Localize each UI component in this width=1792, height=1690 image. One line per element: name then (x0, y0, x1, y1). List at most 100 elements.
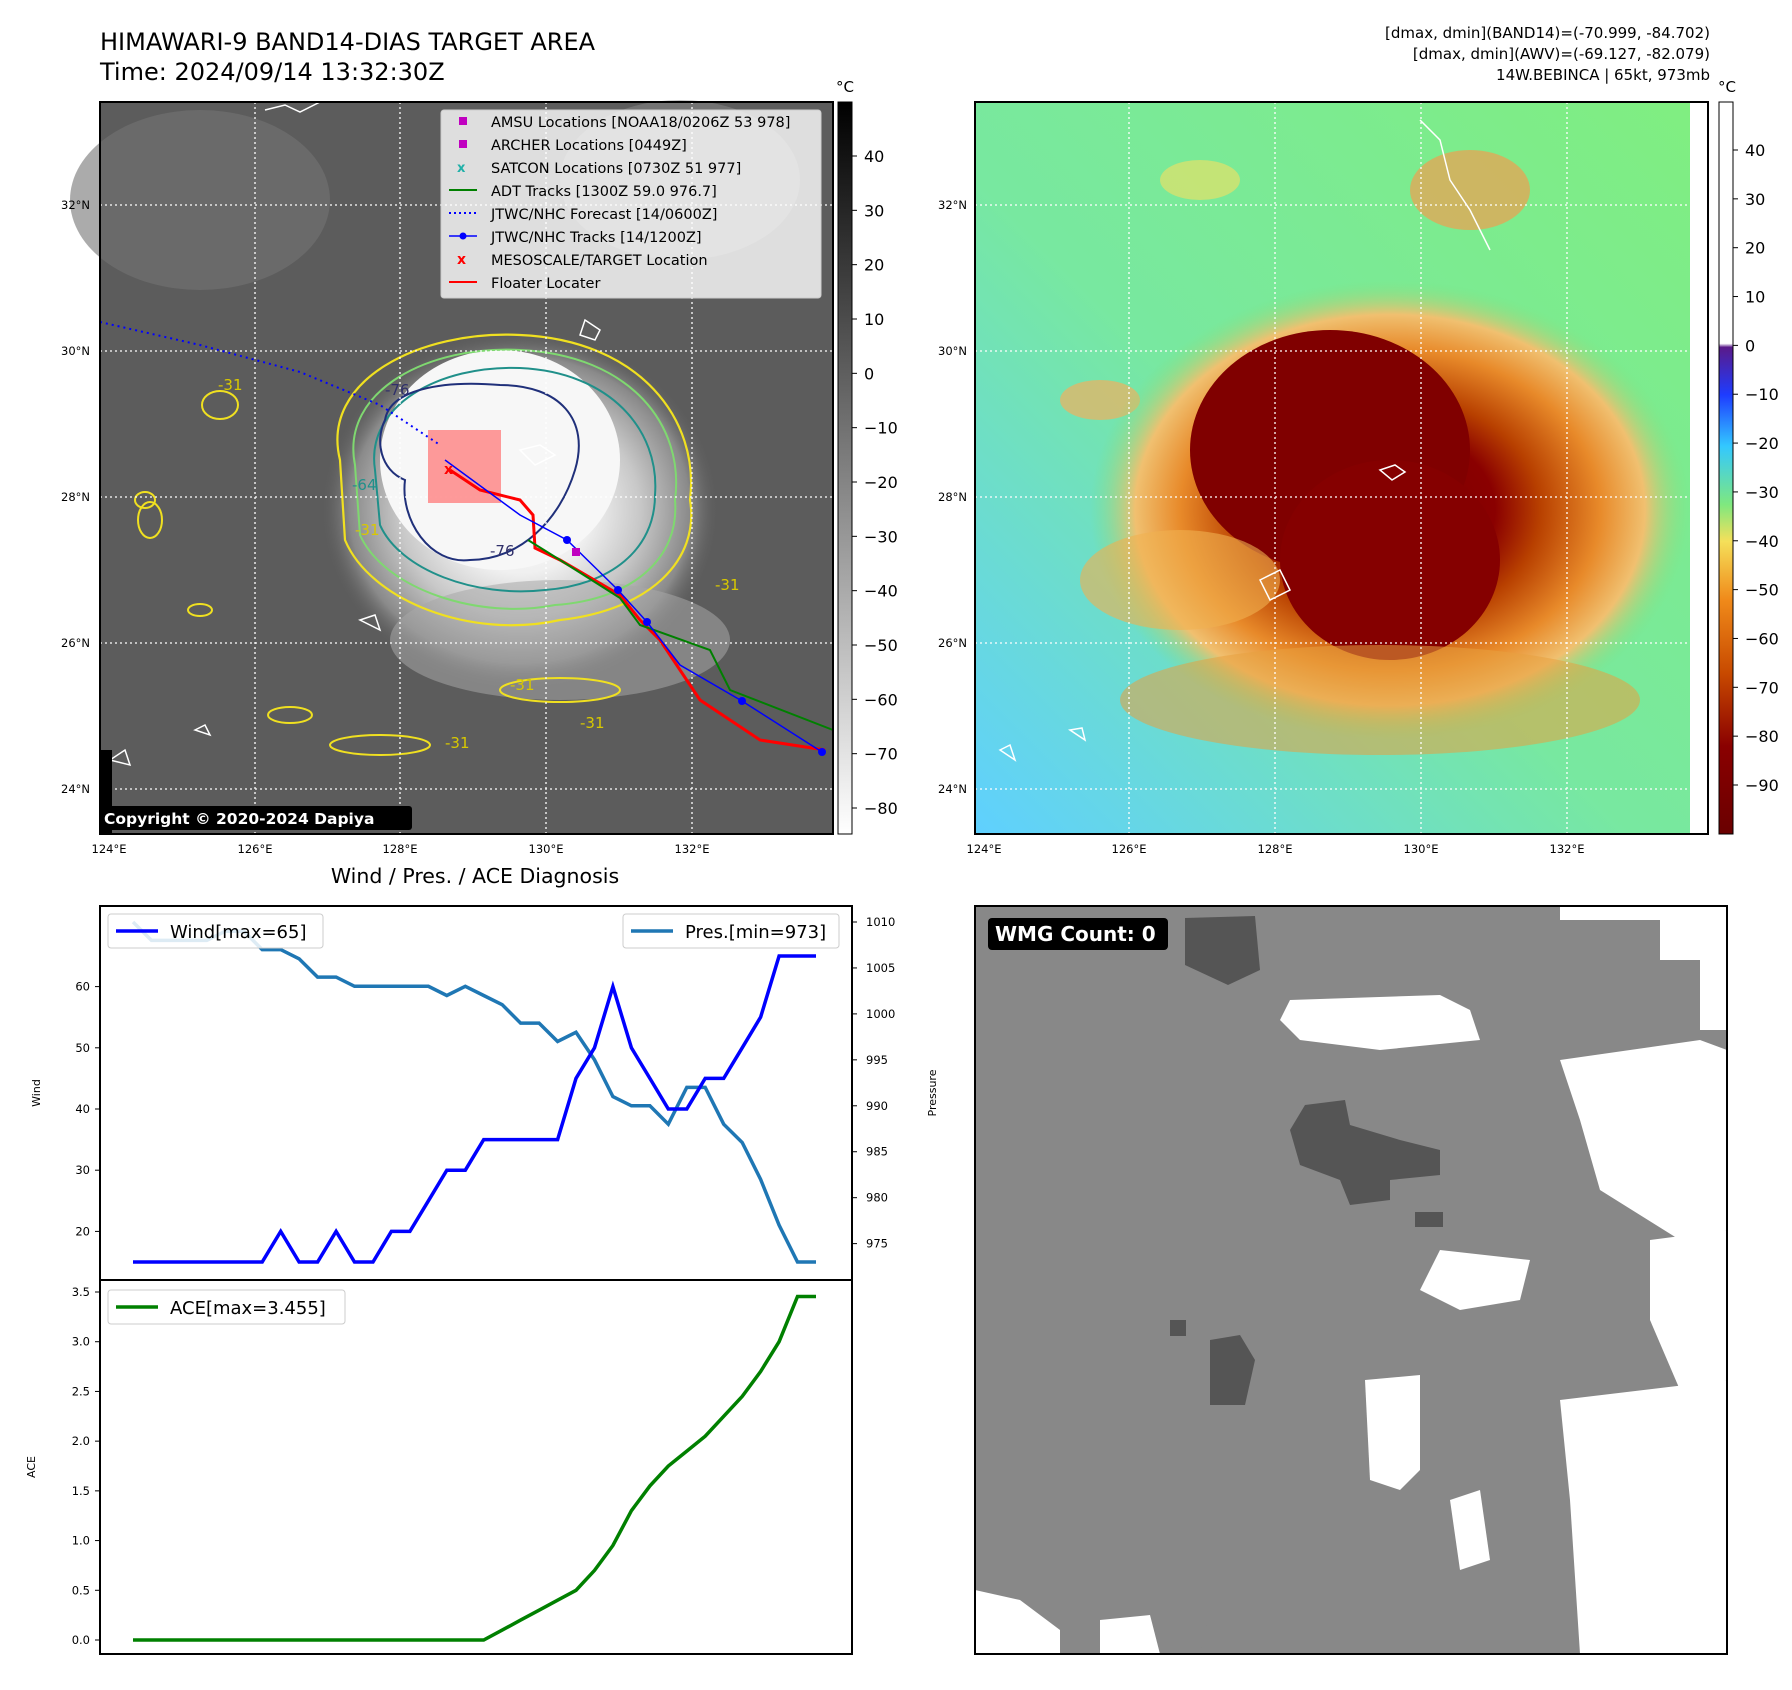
axis-tick-label: 1.0 (72, 1534, 90, 1548)
stats-line-2: [dmax, dmin](AWV)=(-69.127, -82.079) (1413, 45, 1710, 63)
ace-legend: ACE[max=3.455] (107, 1289, 346, 1325)
axis-tick-label: 1000 (866, 1007, 895, 1021)
jtwc-track-points (563, 536, 826, 756)
colorbar-tick-label: −60 (1745, 629, 1779, 648)
axis-tick-label: 990 (866, 1099, 888, 1113)
colorbar-tick-label: 40 (864, 147, 884, 166)
contour-76 (379, 382, 580, 562)
axis-tick-label: 1005 (866, 961, 895, 975)
gray-colorbar: °C 40 30 20 10 0 −10 −20 −30 −40 −50 −60 −70 −80 (836, 78, 898, 835)
colorbar-tick-label: 30 (864, 201, 884, 220)
contour-label: -31 (580, 714, 605, 732)
diagnosis-title: Wind / Pres. / ACE Diagnosis (331, 864, 619, 888)
axis-tick-label: 985 (866, 1145, 888, 1159)
contour-40 (352, 348, 678, 610)
wmg-panel: WMG Count: 0 (974, 905, 1728, 1655)
colorbar-tick-label: −20 (864, 473, 898, 492)
color-colorbar: °C 40 30 20 10 0 −10 −20 −30 −40 −50 −60 −70 −80 −90 (1718, 78, 1779, 835)
lon-label: 132°E (675, 842, 710, 856)
colorbar-tick-label: 30 (1745, 190, 1765, 209)
coastline (1419, 119, 1491, 251)
figure-time: Time: 2024/09/14 13:32:30Z (99, 58, 445, 86)
adt-track (527, 539, 834, 731)
y-axis-label-ace: ACE (25, 1456, 38, 1478)
axis-tick-label: 3.5 (72, 1285, 90, 1299)
legend-icon-archer (459, 140, 467, 148)
axis-tick-label: 980 (866, 1191, 888, 1205)
left-map-lat-labels: 32°N 30°N 28°N 26°N 24°N (61, 198, 90, 796)
colorbar-tick-label: −90 (1745, 776, 1779, 795)
lat-label: 24°N (61, 782, 90, 796)
lon-label: 126°E (238, 842, 273, 856)
amsu-marker (572, 548, 580, 556)
lon-label: 128°E (1258, 842, 1293, 856)
axis-tick-label: 3.0 (72, 1335, 90, 1349)
legend-label: Floater Locater (491, 276, 600, 292)
contour-label: -76 (490, 542, 515, 560)
axis-tick-label: 2.0 (72, 1434, 90, 1448)
right-map-lon-labels: 124°E 126°E 128°E 130°E 132°E (967, 842, 1585, 856)
contour-label: -31 (355, 521, 380, 539)
colorbar-tick-label: 0 (1745, 336, 1755, 355)
lat-label: 26°N (938, 636, 967, 650)
colorbar-tick-label: 10 (1745, 288, 1765, 307)
contour-labels: -76 -76 -64 -31 -31 -31 -31 -31 -31 (218, 376, 740, 752)
lon-label: 126°E (1112, 842, 1147, 856)
coastline (264, 101, 321, 113)
ace-legend-label: ACE[max=3.455] (170, 1298, 326, 1319)
contour-label: -64 (352, 476, 377, 494)
axis-tick-label: 0.5 (72, 1583, 90, 1597)
lon-label: 130°E (529, 842, 564, 856)
lat-label: 32°N (938, 198, 967, 212)
pressure-legend-label: Pres.[min=973] (685, 922, 826, 943)
colorbar-tick-label: −50 (864, 636, 898, 655)
colorbar-tick-label: −70 (1745, 678, 1779, 697)
wmg-count-badge: WMG Count: 0 (988, 918, 1168, 950)
contour-label: -31 (445, 734, 470, 752)
coastline (1068, 727, 1087, 742)
colorbar-tick-label: −70 (864, 745, 898, 764)
coastline (518, 444, 557, 466)
colorbar-tick-label: −80 (864, 799, 898, 818)
ace-panel: 3.5 3.0 2.5 2.0 1.5 1.0 0.5 0.0 ACE ACE[max=3.4… (25, 1279, 853, 1655)
colorbar-tick-label: −10 (1745, 385, 1779, 404)
axis-tick-label: 0.0 (72, 1633, 90, 1647)
lon-label: 124°E (92, 842, 127, 856)
colorbar-unit: °C (836, 78, 854, 96)
contour-64 (373, 366, 657, 593)
mesoscale-marker: x (444, 462, 453, 478)
axis-tick-label: 1.5 (72, 1484, 90, 1498)
svg-text:WMG Count: 0: WMG Count: 0 (995, 922, 1156, 946)
colorbar-tick-label: 10 (864, 310, 884, 329)
y-axis-label-wind: Wind (30, 1079, 43, 1107)
lon-label: 128°E (383, 842, 418, 856)
lat-label: 32°N (61, 198, 90, 212)
colorbar-tick-label: −30 (864, 527, 898, 546)
pressure-legend: Pres.[min=973] (622, 913, 840, 949)
lon-label: 132°E (1550, 842, 1585, 856)
stats-line-1: [dmax, dmin](BAND14)=(-70.999, -84.702) (1385, 24, 1710, 42)
map-legend: AMSU Locations [NOAA18/0206Z 53 978] ARC… (440, 109, 822, 299)
axis-tick-label: 995 (866, 1053, 888, 1067)
axis-tick-label: 30 (75, 1163, 90, 1177)
contour-label: -31 (510, 676, 535, 694)
svg-text:Copyright © 2020-2024 Dapiya: Copyright © 2020-2024 Dapiya (104, 810, 374, 828)
colorbar-tick-label: −50 (1745, 581, 1779, 600)
ace-series-line (133, 1294, 816, 1642)
map-gridlines (975, 102, 1708, 834)
storm-info: 14W.BEBINCA | 65kt, 973mb (1496, 66, 1710, 84)
axis-tick-label: 50 (75, 1041, 90, 1055)
lat-label: 26°N (61, 636, 90, 650)
wind-series-line (133, 954, 816, 1264)
colorbar-tick-label: −10 (864, 419, 898, 438)
ir-color-map (974, 101, 1709, 835)
jtwc-track (444, 459, 823, 753)
legend-icon-amsu (459, 117, 467, 125)
contour-31 (336, 333, 693, 627)
colorbar-tick-label: 20 (864, 256, 884, 275)
lat-label: 28°N (938, 490, 967, 504)
colorbar-tick-label: −30 (1745, 483, 1779, 502)
left-map-lon-labels: 124°E 126°E 128°E 130°E 132°E (92, 842, 710, 856)
colorbar-unit: °C (1718, 78, 1736, 96)
